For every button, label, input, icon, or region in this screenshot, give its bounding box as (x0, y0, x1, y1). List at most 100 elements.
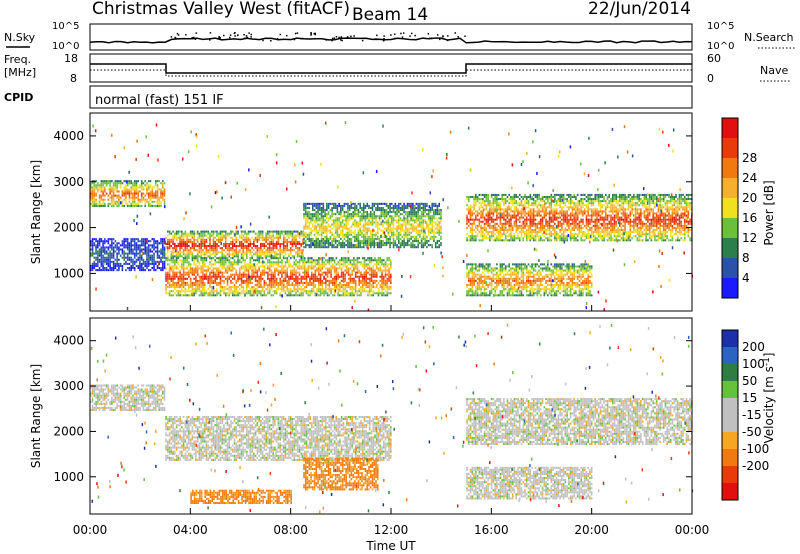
power-cell (356, 265, 359, 268)
power-cell (156, 198, 159, 201)
power-cell (111, 256, 113, 259)
power-cell (125, 194, 127, 197)
power-cell (469, 208, 472, 211)
power-cell (466, 220, 468, 223)
power-cell (490, 195, 493, 199)
power-cell (216, 234, 218, 237)
power-cell (307, 273, 310, 276)
power-cell (184, 230, 187, 233)
power-cell (207, 236, 209, 239)
power-cell (329, 217, 332, 220)
power-cell (128, 246, 131, 249)
power-cell (310, 219, 312, 222)
power-cell (268, 288, 271, 291)
power-cell (279, 279, 281, 282)
power-cell (137, 192, 140, 195)
power-cell (490, 202, 493, 205)
power-cell (343, 237, 346, 240)
power-cell (485, 204, 488, 207)
power-cell (163, 250, 166, 253)
power-cell (260, 247, 262, 250)
power-cell (307, 267, 310, 270)
power-cell (186, 240, 188, 243)
power-cell (260, 273, 262, 276)
power-cell (93, 262, 96, 265)
power-cell (385, 219, 388, 222)
power-cell (238, 240, 241, 243)
power-cell (298, 294, 301, 297)
power-cell (93, 238, 96, 241)
power-cell (296, 275, 299, 278)
power-cell (182, 269, 185, 272)
power-cell (214, 245, 217, 248)
power-cell (270, 283, 273, 287)
power-cell (231, 294, 234, 297)
power-cell (319, 239, 321, 243)
power-cell (182, 267, 185, 270)
power-cell (426, 242, 428, 245)
power-cell (473, 222, 475, 225)
power-cell (226, 253, 229, 256)
power-cell (224, 232, 227, 235)
power-cell (195, 292, 197, 295)
power-cell (490, 208, 493, 211)
power-cell (179, 271, 181, 274)
power-cell (487, 204, 489, 207)
power-cell (188, 255, 190, 258)
power-cell (253, 292, 255, 295)
power-cell (312, 281, 315, 284)
power-cell (426, 237, 428, 240)
power-cell (251, 273, 253, 276)
power-cell (483, 222, 486, 225)
power-cell (144, 269, 147, 272)
power-cell (195, 281, 197, 284)
power-cell (410, 219, 412, 222)
power-cell (165, 253, 167, 256)
power-cell (230, 275, 232, 278)
power-cell (272, 257, 274, 260)
power-cell (212, 238, 215, 241)
power-cell (333, 221, 335, 224)
power-cell (267, 271, 269, 274)
power-cell (373, 215, 376, 218)
power-cell (123, 254, 125, 257)
power-cell (272, 279, 274, 282)
power-cell (492, 193, 495, 196)
power-cell (398, 204, 400, 207)
power-cell (389, 286, 392, 289)
power-cell (212, 275, 215, 278)
power-cell (319, 217, 321, 220)
power-cell (231, 286, 234, 289)
power-cell (109, 250, 111, 253)
power-cell (221, 232, 224, 235)
power-cell (399, 229, 402, 232)
power-cell (196, 240, 199, 243)
power-cell (140, 254, 143, 257)
power-cell (322, 231, 325, 234)
power-cell (284, 261, 287, 264)
power-cell (322, 227, 325, 230)
power-cell (325, 267, 327, 270)
power-cell (420, 217, 423, 220)
power-cell (230, 240, 232, 243)
power-cell (130, 246, 132, 249)
power-cell (288, 253, 290, 256)
power-cell (251, 277, 253, 280)
power-cell (346, 292, 348, 295)
power-cell (175, 261, 178, 264)
power-cell (170, 255, 173, 258)
power-cell (270, 240, 273, 243)
power-cell (272, 240, 274, 243)
nsky-point (441, 37, 443, 40)
power-cell (272, 230, 274, 233)
power-cell (343, 219, 346, 222)
power-cell (179, 247, 181, 250)
power-cell (419, 242, 421, 245)
power-cell (358, 275, 360, 278)
power-cell (217, 261, 220, 264)
power-cell (272, 249, 274, 252)
power-cell (133, 260, 136, 263)
power-cell (436, 204, 439, 207)
power-cell (344, 279, 346, 282)
power-cell (359, 231, 361, 234)
